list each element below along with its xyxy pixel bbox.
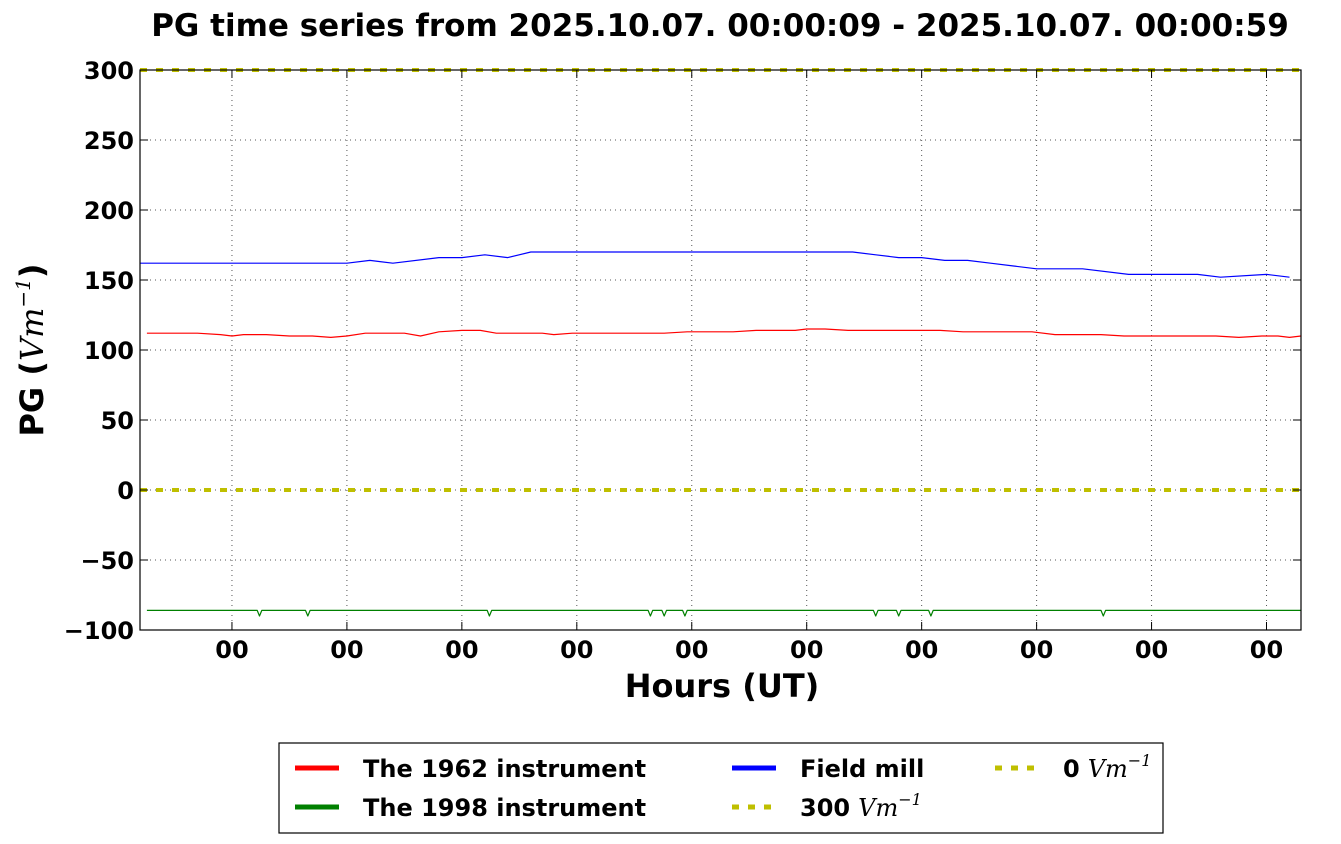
legend-entry: The 1998 instrument [295,794,646,822]
legend-label-unit: Vm [858,794,898,822]
series-line-the-1962-instrument [146,328,1302,338]
x-tick-label: 00 [445,636,478,664]
legend-label: 0 Vm−1 [1063,751,1151,783]
axis-ticks: 300 250 200 150 100 50 0 −50 −100 00 00 00 00 00 00 00 0… [64,57,1301,664]
legend-entry: The 1962 instrument [295,755,646,783]
legend-entry: Field mill [732,755,924,783]
y-axis-label: PG (Vm−1) [11,263,51,436]
legend-label-exponent: −1 [1128,751,1152,770]
y-tick-label: 150 [84,267,134,295]
legend-label-text: 0 [1063,755,1080,783]
legend-label-exponent: −1 [898,790,922,809]
legend-label: 300 Vm−1 [800,790,922,822]
legend-label-unit: Vm [1088,755,1128,783]
legend-entry: 0 Vm−1 [995,751,1151,783]
x-tick-label: 00 [1135,636,1168,664]
legend-label-text: The 1962 instrument [363,755,646,783]
y-tick-label: −100 [64,617,134,645]
legend-label-text: Field mill [800,755,924,783]
y-axis-label-unit: Vm [13,308,51,361]
x-tick-label: 00 [790,636,823,664]
series-line-the-1998-instrument [146,609,1301,617]
x-axis-label: Hours (UT) [625,667,820,705]
y-tick-label: 250 [84,127,134,155]
series-line-field-mill [140,251,1290,278]
legend-box [278,742,1164,834]
legend-label: Field mill [800,755,924,783]
y-axis-label-close: ) [13,263,51,278]
x-tick-label: 00 [215,636,248,664]
chart-title: PG time series from 2025.10.07. 00:00:09… [151,8,1289,44]
grid [140,70,1301,630]
x-tick-label: 00 [560,636,593,664]
y-axis-label-exponent: −1 [11,278,35,307]
legend-label-text: The 1998 instrument [363,794,646,822]
x-tick-label: 00 [1250,636,1283,664]
x-tick-label: 00 [905,636,938,664]
y-axis-label-text: PG ( [13,361,51,436]
y-tick-label: −50 [80,547,134,575]
y-tick-label: 300 [84,57,134,85]
y-tick-label: 100 [84,337,134,365]
legend-label: The 1962 instrument [363,755,646,783]
x-tick-label: 00 [1020,636,1053,664]
x-tick-label: 00 [330,636,363,664]
x-tick-label: 00 [675,636,708,664]
legend-entry: 300 Vm−1 [732,790,922,822]
y-tick-label: 200 [84,197,134,225]
legend-label-text: 300 [800,794,850,822]
y-tick-label: 0 [117,477,134,505]
plot-series [140,68,1302,617]
y-tick-label: 50 [101,407,134,435]
legend-label: The 1998 instrument [363,794,646,822]
legend: The 1962 instrument The 1998 instrument Fi… [295,751,1151,822]
